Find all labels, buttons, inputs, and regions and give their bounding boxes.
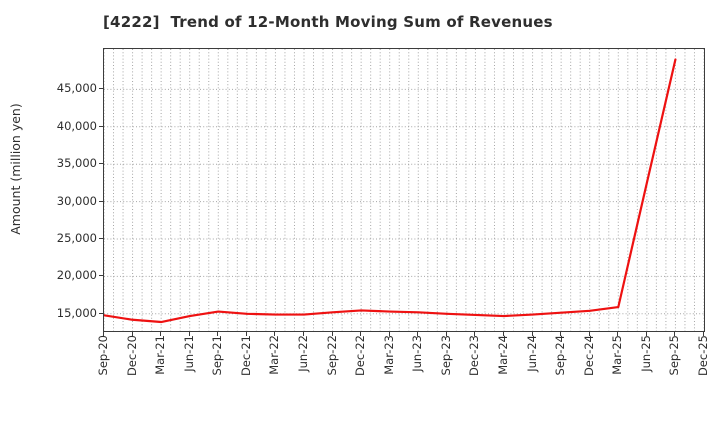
x-tick-mark [131,331,133,336]
y-tick-mark [99,312,103,314]
x-tick-label: Jun-24 [524,335,539,372]
x-tick-mark [274,331,276,336]
gridlines [104,49,704,331]
x-tick-label: Mar-25 [610,335,625,375]
x-tick-label: Dec-23 [467,335,482,377]
y-tick-label: 20,000 [56,268,97,283]
x-tick-mark [303,331,304,336]
y-tick-label: 25,000 [56,230,97,245]
x-tick-mark [217,331,219,336]
y-tick-label: 40,000 [56,118,97,133]
x-tick-label: Sep-20 [96,335,110,376]
x-tick-label: Mar-23 [381,335,396,375]
x-tick-label: Dec-20 [124,335,139,377]
x-tick-label: Dec-22 [353,335,368,377]
x-tick-label: Mar-22 [267,335,282,375]
plot-svg [104,49,704,331]
x-tick-label: Dec-25 [696,335,710,377]
revenue-line [104,58,677,324]
x-tick-label: Dec-21 [238,335,253,377]
x-tick-label: Sep-24 [553,335,568,376]
x-tick-mark [503,331,504,336]
x-tick-label: Mar-21 [153,335,168,375]
x-tick-label: Sep-22 [324,335,339,376]
plot-area [103,48,705,332]
x-tick-mark [645,331,647,336]
x-tick-mark [560,331,562,336]
x-tick-label: Dec-24 [581,335,596,377]
x-tick-mark [617,331,619,336]
x-tick-label: Jun-22 [296,335,310,372]
y-tick-mark [99,200,103,202]
x-tick-mark [360,331,362,336]
x-tick-mark [331,331,333,336]
x-tick-label: Jun-23 [410,335,425,372]
x-tick-mark [588,331,590,336]
y-tick-mark [99,88,103,90]
y-tick-label: 35,000 [56,156,97,171]
x-tick-label: Jun-25 [638,335,653,372]
x-tick-label: Sep-23 [438,335,453,376]
y-tick-mark [99,275,103,277]
y-tick-label: 30,000 [56,193,97,208]
x-tick-mark [245,331,247,336]
y-tick-mark [99,238,103,239]
chart-title: [4222] Trend of 12-Month Moving Sum of R… [103,13,553,31]
x-tick-mark [388,331,390,336]
x-tick-mark [188,331,190,336]
y-tick-label: 15,000 [56,305,97,320]
x-tick-mark [160,331,162,336]
x-tick-mark [531,331,533,336]
x-tick-label: Sep-21 [210,335,225,376]
y-tick-mark [99,125,103,127]
y-tick-mark [99,163,103,165]
x-tick-label: Sep-25 [667,335,682,376]
x-tick-mark [417,331,419,336]
x-tick-mark [103,331,104,336]
x-tick-mark [445,331,447,336]
x-tick-mark [474,331,476,336]
x-tick-mark [674,331,676,336]
y-tick-label: 45,000 [56,81,97,96]
x-tick-label: Jun-21 [181,335,196,372]
x-tick-label: Mar-24 [496,335,510,375]
x-tick-mark [703,331,704,336]
